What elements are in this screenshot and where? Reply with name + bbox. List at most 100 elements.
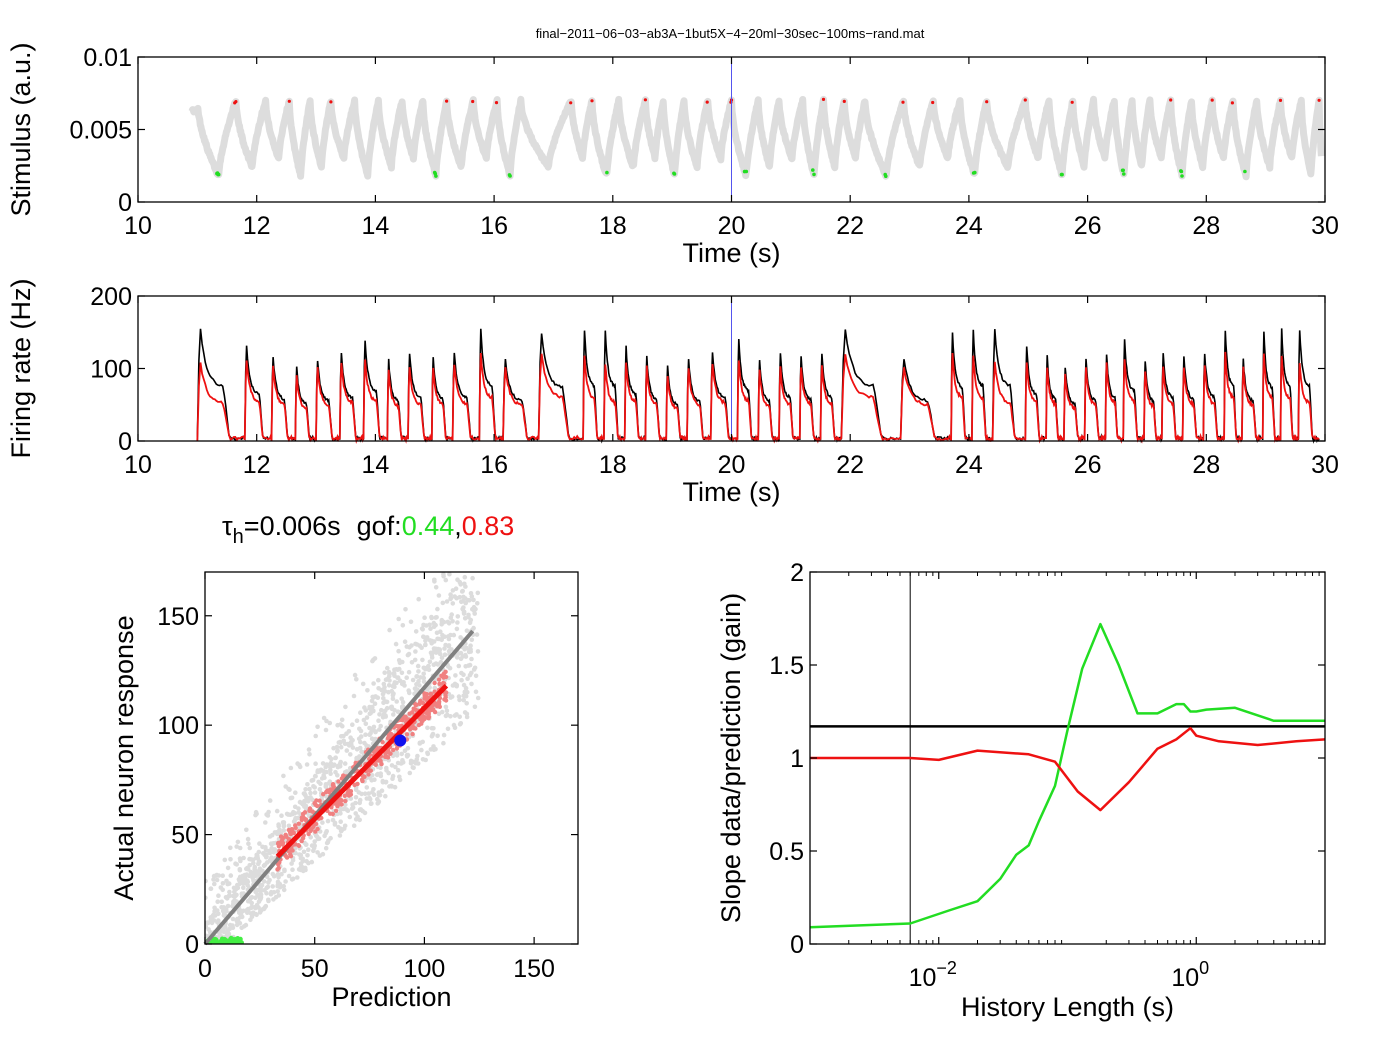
scatter-low-point [227,940,233,944]
scatter-point [248,905,254,911]
stimulus-panel: 10 12 14 16 18 20 22 24 26 28 30 0 0.005 0.01 Time (s)… [6,42,1339,268]
x-tick-label: 28 [1192,451,1220,479]
scatter-point [420,757,426,762]
scatter-point [423,642,428,648]
scatter-panel: 0 50 100 150 0 50 100 150 Prediction Actual neuro… [109,571,579,1012]
scatter-point [338,744,344,750]
scatter-point [246,898,252,904]
scatter-point [358,807,364,812]
scatter-high-point [359,777,365,782]
scatter-point [461,672,466,677]
x-tick-base: 10 [909,964,937,992]
scatter-point [370,694,376,700]
scatter-point [353,811,359,816]
scatter-point [231,899,236,905]
scatter-point [280,820,286,825]
scatter-point [364,785,370,790]
scatter-high-point [275,867,280,872]
scatter-point [385,665,390,671]
scatter-point [270,871,276,877]
scatter-point [251,860,256,866]
scatter-point [284,811,290,817]
scatter-point [237,845,243,851]
scatter-point [445,726,451,732]
scatter-point [313,733,319,739]
scatter-point [331,745,336,751]
scatter-point [317,787,323,792]
scatter-point [295,875,300,880]
scatter-point [325,840,331,845]
scatter-point [350,745,356,750]
scatter-point [322,833,327,839]
scatter-point [279,871,284,877]
scatter-high-point [296,821,302,826]
scatter-point [354,677,359,682]
scatter-point [289,861,294,866]
y-tick-label: 0 [185,931,199,959]
scatter-point [306,747,312,752]
scatter-point [463,693,469,699]
y-tick-label: 2 [790,559,804,587]
scatter-point [381,681,387,687]
scatter-point [266,809,271,815]
scatter-high-point [306,831,311,837]
scatter-point [461,697,467,703]
scatter-point [300,856,306,862]
scatter-point [379,788,385,793]
scatter-point [334,744,340,750]
scatter-point [372,656,378,661]
scatter-high-point [290,828,295,834]
scatter-point [402,639,408,644]
scatter-point [353,795,359,800]
scatter-point [348,752,353,757]
x-tick-exponent: −2 [936,958,957,978]
stimulus-low-point [216,172,221,177]
scatter-point [400,760,406,765]
scatter-point [447,572,452,577]
scatter-point [324,769,329,775]
scatter-point [416,669,421,674]
stimulus-low-point [744,169,749,174]
scatter-high-point [394,746,400,751]
y-tick-label: 0.5 [769,838,804,866]
scatter-point [271,897,276,902]
scatter-point [343,704,348,710]
scatter-point [237,856,243,861]
scatter-point [441,732,447,738]
gof-separator: , [454,511,462,541]
scatter-point [448,714,453,719]
scatter-point [378,773,384,779]
stimulus-high-point [643,98,648,102]
scatter-point [350,802,355,807]
scatter-point [435,606,440,612]
scatter-point [458,650,464,656]
scatter-point [351,693,357,699]
scatter-point [312,843,318,848]
scatter-point [452,725,458,730]
scatter-point [395,767,401,773]
scatter-point [338,826,343,831]
scatter-point [409,643,414,648]
y-tick-label: 0 [118,189,132,217]
scatter-point [442,646,447,651]
scatter-point [471,667,477,672]
figure-title: final−2011−06−03−ab3A−1but5X−4−20ml−30se… [536,26,925,41]
scatter-point [205,878,208,884]
scatter-point [425,664,431,670]
scatter-point [373,736,378,742]
scatter-point [463,600,469,606]
scatter-point [350,737,355,743]
x-tick-label: 10−2 [909,958,957,992]
scatter-point [234,844,239,849]
scatter-point [282,867,287,873]
scatter-high-point [426,695,431,700]
stimulus-low-point [1122,172,1126,176]
scatter-high-point [413,703,419,708]
scatter-point [298,867,304,873]
gain-lines [810,572,1325,944]
scatter-point [442,652,448,657]
stimulus-low-point [434,174,438,178]
scatter-point [302,792,308,797]
scatter-point [415,761,421,766]
